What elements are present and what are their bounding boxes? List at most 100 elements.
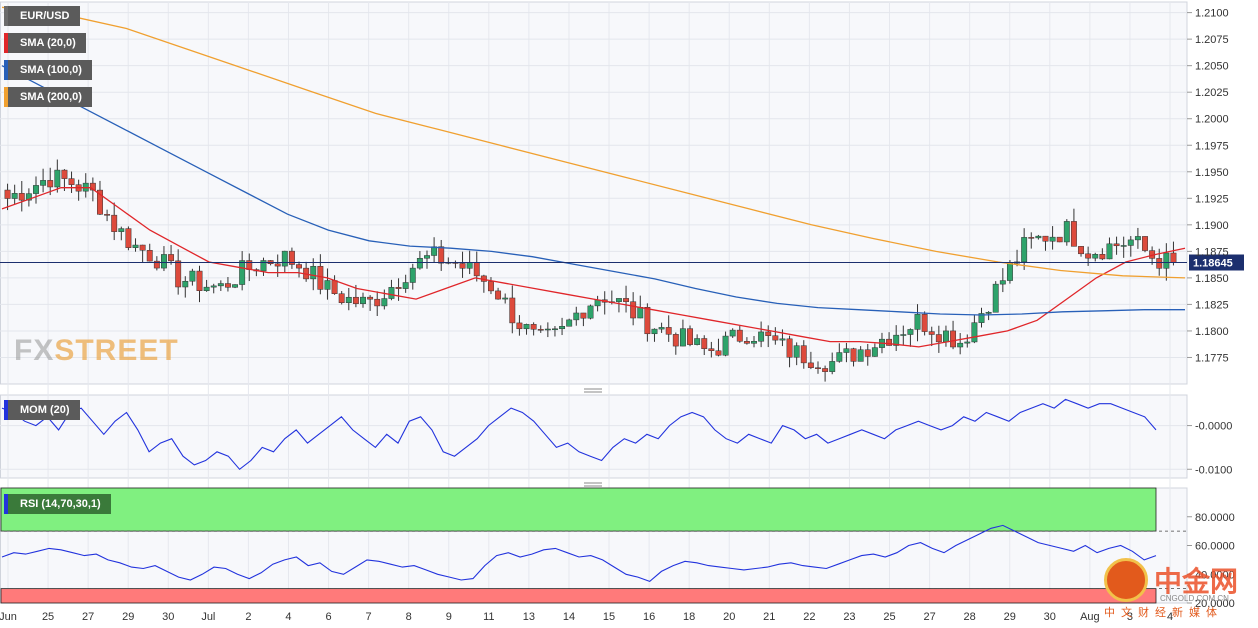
candle-body (552, 328, 558, 331)
candle-body (118, 228, 125, 232)
tick-labels: Jun 25 27 29 30 Jul 2 4 6 7 8 9 11 13 14 15 16 18 20 21 22 23… (0, 8, 1235, 623)
candle-body (765, 331, 772, 336)
x-tick-label: Jun (0, 611, 17, 623)
candle-body (964, 341, 971, 344)
candle-body (672, 334, 679, 347)
x-tick-label: 25 (42, 611, 54, 623)
candle-body (665, 327, 672, 335)
rsi-y-label: 40.0000 (1195, 569, 1235, 581)
legend-rsi[interactable]: RSI (14,70,30,1) (4, 494, 111, 514)
candle-body (239, 260, 246, 285)
candle-body (857, 349, 864, 362)
candle-body (1035, 235, 1042, 239)
candle-body (687, 328, 693, 345)
candle-body (331, 280, 338, 294)
x-tick-label: 23 (843, 611, 855, 623)
candle-body (224, 283, 231, 288)
x-tick-label: 8 (406, 611, 412, 623)
candle-body (360, 296, 366, 304)
candle-body (217, 283, 224, 287)
x-tick-label: 29 (1004, 611, 1016, 623)
candle-body (722, 335, 729, 356)
axes (584, 12, 1244, 604)
candle-body (125, 228, 132, 248)
candle-body (4, 189, 11, 199)
candle-body (836, 352, 843, 362)
candle-body (1085, 253, 1092, 259)
sma200-line (1, 6, 1186, 279)
candle-body (18, 193, 25, 201)
candle-body (1056, 236, 1063, 243)
sma20-line (1, 187, 1186, 348)
candle-body (210, 285, 217, 288)
candle-body (829, 361, 836, 372)
y-tick-label: 1.2050 (1195, 61, 1229, 73)
candle-body (1134, 236, 1141, 241)
candle-body (580, 312, 587, 319)
candle-body (822, 368, 829, 372)
candle-body (537, 329, 544, 331)
candle-body (1028, 237, 1035, 239)
candle-body (146, 250, 153, 262)
candle-body (33, 185, 39, 194)
x-tick-label: 3 (1127, 611, 1133, 623)
candle-body (232, 284, 238, 288)
candle-body (1106, 243, 1113, 260)
fxstreet-watermark: FXSTREET (14, 334, 179, 368)
candle-body (701, 338, 708, 349)
candle-body (1063, 221, 1070, 243)
candle-body (1092, 254, 1099, 259)
candle-body (630, 301, 637, 319)
candle-body (352, 296, 359, 304)
candle-body (978, 313, 985, 323)
candle-body (928, 331, 935, 335)
candle-body (943, 330, 949, 343)
candle-body (153, 260, 160, 269)
candle-body (544, 328, 551, 331)
legend-sma200[interactable]: SMA (200,0) (4, 87, 92, 107)
x-tick-label: 6 (325, 611, 331, 623)
x-tick-label: 4 (1167, 611, 1173, 623)
candle-body (871, 347, 878, 357)
watermark-part1: FX (14, 334, 55, 367)
candle-body (324, 280, 331, 290)
y-tick-label: 1.1775 (1195, 352, 1229, 364)
candle-body (1049, 236, 1056, 242)
legend-mom[interactable]: MOM (20) (4, 400, 80, 420)
candle-body (381, 298, 388, 307)
candle-body (317, 266, 324, 290)
candle-body (886, 338, 893, 346)
candle-body (274, 263, 281, 267)
candle-body (751, 341, 757, 344)
candle-body (530, 324, 537, 330)
candle-body (54, 169, 61, 188)
candle-body (793, 345, 800, 358)
mom-y-label: -0.0000 (1195, 421, 1232, 433)
rsi-oversold-band (0, 588, 1157, 604)
candle-body (182, 280, 189, 288)
x-tick-label: 25 (883, 611, 895, 623)
candle-body (409, 267, 416, 283)
candle-body (772, 335, 779, 341)
candle-body (893, 334, 900, 346)
candle-body (950, 330, 957, 348)
legend-symbol[interactable]: EUR/USD (4, 6, 80, 26)
candle-body (1127, 239, 1134, 246)
candle-body (758, 331, 765, 342)
legend-sma20[interactable]: SMA (20,0) (4, 33, 86, 53)
candle-body (338, 293, 345, 303)
candle-body (459, 263, 466, 269)
candle-body (679, 328, 686, 347)
candle-body (715, 350, 722, 356)
candle-body (800, 345, 807, 364)
legend-sma100[interactable]: SMA (100,0) (4, 60, 92, 80)
candle-body (587, 305, 594, 319)
candle-body (1170, 252, 1177, 263)
candle-body (374, 298, 381, 307)
y-tick-label: 1.1900 (1195, 220, 1229, 232)
candle-body (47, 180, 54, 188)
candle-body (473, 262, 480, 277)
candle-body (1099, 254, 1106, 260)
candle-body (658, 327, 665, 330)
